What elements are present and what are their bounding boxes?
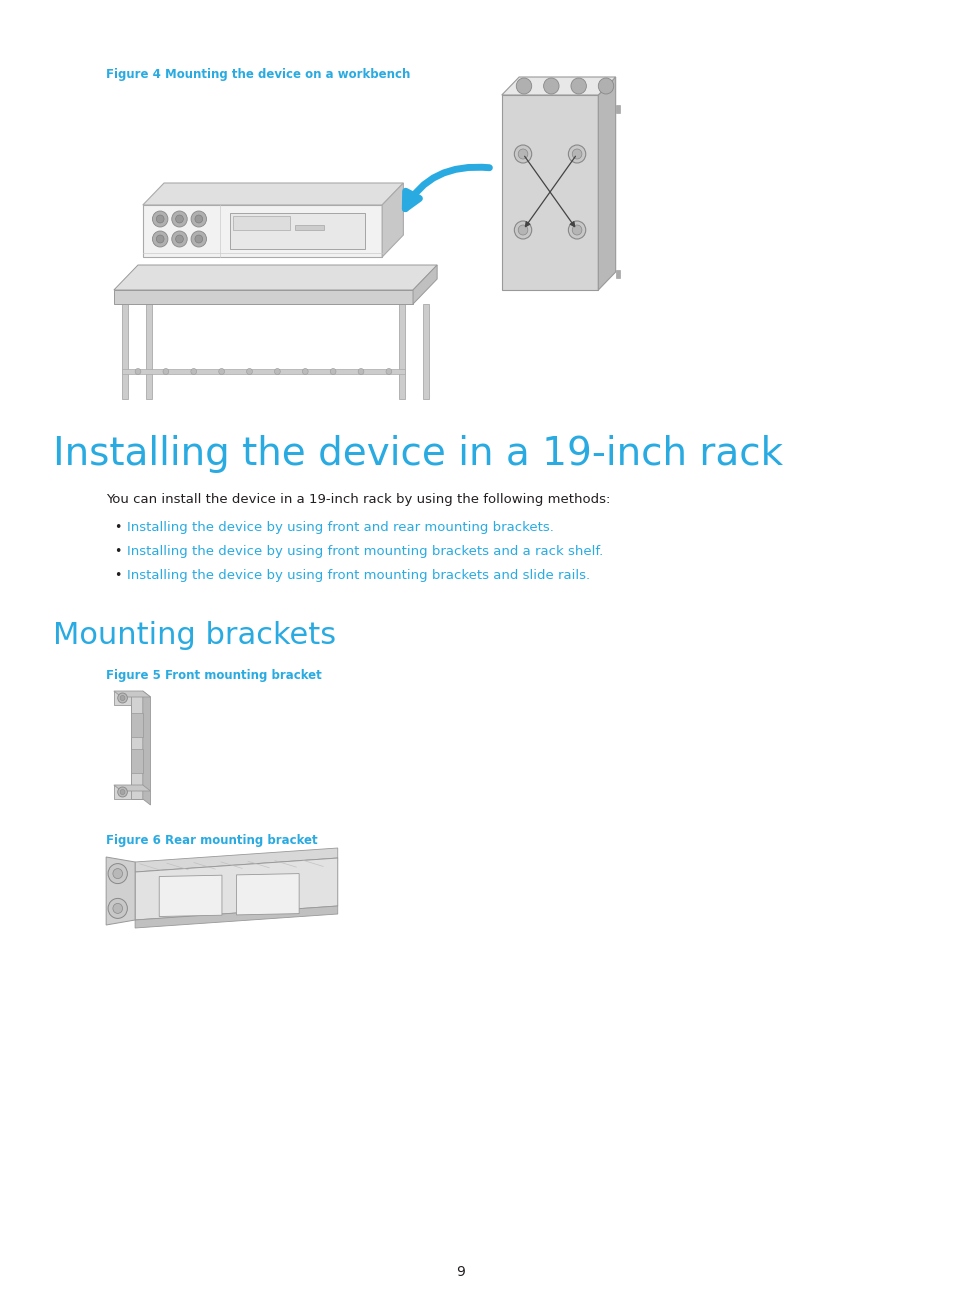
Polygon shape <box>135 848 337 872</box>
Text: Figure 4 Mounting the device on a workbench: Figure 4 Mounting the device on a workbe… <box>106 67 410 80</box>
Circle shape <box>120 789 125 794</box>
Circle shape <box>117 693 128 702</box>
Circle shape <box>194 235 202 244</box>
Circle shape <box>194 215 202 223</box>
Circle shape <box>572 226 581 235</box>
Circle shape <box>156 235 164 244</box>
Polygon shape <box>135 858 337 920</box>
Circle shape <box>330 368 335 375</box>
Text: •: • <box>113 546 121 559</box>
Circle shape <box>598 78 613 95</box>
Circle shape <box>117 787 128 797</box>
Polygon shape <box>132 691 143 800</box>
FancyBboxPatch shape <box>233 216 290 229</box>
Circle shape <box>120 696 125 701</box>
Polygon shape <box>143 183 403 205</box>
Polygon shape <box>159 875 222 916</box>
Circle shape <box>108 898 128 919</box>
Circle shape <box>568 145 585 163</box>
Text: You can install the device in a 19-inch rack by using the following methods:: You can install the device in a 19-inch … <box>106 492 610 505</box>
Text: •: • <box>113 569 121 582</box>
Text: Installing the device in a 19-inch rack: Installing the device in a 19-inch rack <box>53 435 782 473</box>
Circle shape <box>175 215 183 223</box>
Circle shape <box>152 231 168 248</box>
Polygon shape <box>135 906 337 928</box>
Circle shape <box>572 149 581 159</box>
FancyBboxPatch shape <box>615 105 618 113</box>
Circle shape <box>191 368 196 375</box>
Text: Installing the device by using front mounting brackets and slide rails.: Installing the device by using front mou… <box>128 569 590 582</box>
Circle shape <box>543 78 558 95</box>
Circle shape <box>218 368 224 375</box>
Circle shape <box>112 868 122 879</box>
Text: Installing the device by using front mounting brackets and a rack shelf.: Installing the device by using front mou… <box>128 546 603 559</box>
Text: •: • <box>113 521 121 534</box>
Circle shape <box>163 368 169 375</box>
Text: Installing the device by using front and rear mounting brackets.: Installing the device by using front and… <box>128 521 554 534</box>
Circle shape <box>517 226 527 235</box>
Circle shape <box>516 78 531 95</box>
Circle shape <box>357 368 363 375</box>
Polygon shape <box>413 264 436 305</box>
Polygon shape <box>143 205 382 257</box>
Circle shape <box>191 211 206 227</box>
FancyBboxPatch shape <box>121 305 129 399</box>
Circle shape <box>568 222 585 238</box>
FancyBboxPatch shape <box>398 305 405 399</box>
Circle shape <box>172 231 187 248</box>
Polygon shape <box>132 713 143 737</box>
Polygon shape <box>132 749 143 772</box>
Circle shape <box>514 222 531 238</box>
Circle shape <box>517 149 527 159</box>
FancyBboxPatch shape <box>615 270 618 279</box>
Circle shape <box>108 863 128 884</box>
Circle shape <box>135 368 141 375</box>
Circle shape <box>302 368 308 375</box>
FancyBboxPatch shape <box>230 213 364 249</box>
Circle shape <box>514 145 531 163</box>
Circle shape <box>191 231 206 248</box>
Polygon shape <box>113 691 132 705</box>
FancyBboxPatch shape <box>295 226 324 229</box>
Polygon shape <box>236 874 299 915</box>
Circle shape <box>175 235 183 244</box>
Circle shape <box>570 78 586 95</box>
Polygon shape <box>113 264 436 290</box>
Text: Mounting brackets: Mounting brackets <box>53 621 335 651</box>
Circle shape <box>112 903 122 914</box>
Text: Figure 6 Rear mounting bracket: Figure 6 Rear mounting bracket <box>106 835 317 848</box>
Polygon shape <box>106 857 135 925</box>
Circle shape <box>152 211 168 227</box>
Polygon shape <box>501 95 598 290</box>
Polygon shape <box>113 785 132 800</box>
Circle shape <box>274 368 280 375</box>
Polygon shape <box>113 290 413 305</box>
FancyBboxPatch shape <box>422 305 429 399</box>
FancyBboxPatch shape <box>146 305 152 399</box>
Circle shape <box>172 211 187 227</box>
Circle shape <box>156 215 164 223</box>
Circle shape <box>386 368 392 375</box>
Polygon shape <box>382 183 403 257</box>
Text: Figure 5 Front mounting bracket: Figure 5 Front mounting bracket <box>106 669 321 682</box>
Polygon shape <box>113 785 151 791</box>
Polygon shape <box>113 691 151 697</box>
FancyBboxPatch shape <box>121 369 405 375</box>
Polygon shape <box>501 76 615 95</box>
Polygon shape <box>143 691 151 805</box>
Circle shape <box>246 368 253 375</box>
Text: 9: 9 <box>456 1265 464 1279</box>
Polygon shape <box>598 76 615 290</box>
